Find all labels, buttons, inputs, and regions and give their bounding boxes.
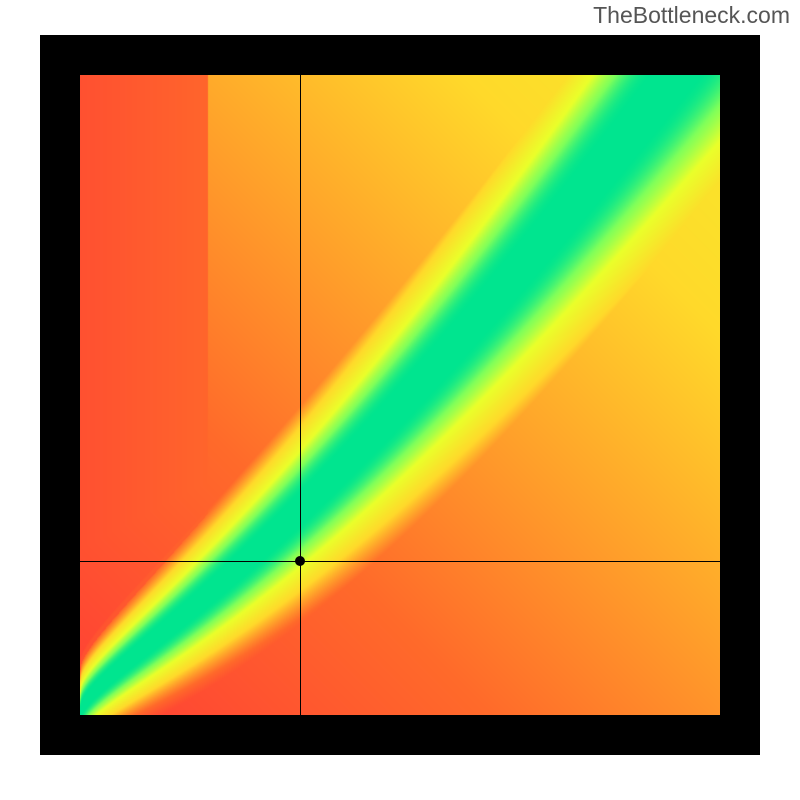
crosshair-horizontal [80,561,720,562]
heatmap-canvas [80,75,720,715]
attribution-text: TheBottleneck.com [593,2,790,29]
chart-area [40,35,760,755]
crosshair-vertical [300,75,301,715]
data-point-marker [295,556,305,566]
